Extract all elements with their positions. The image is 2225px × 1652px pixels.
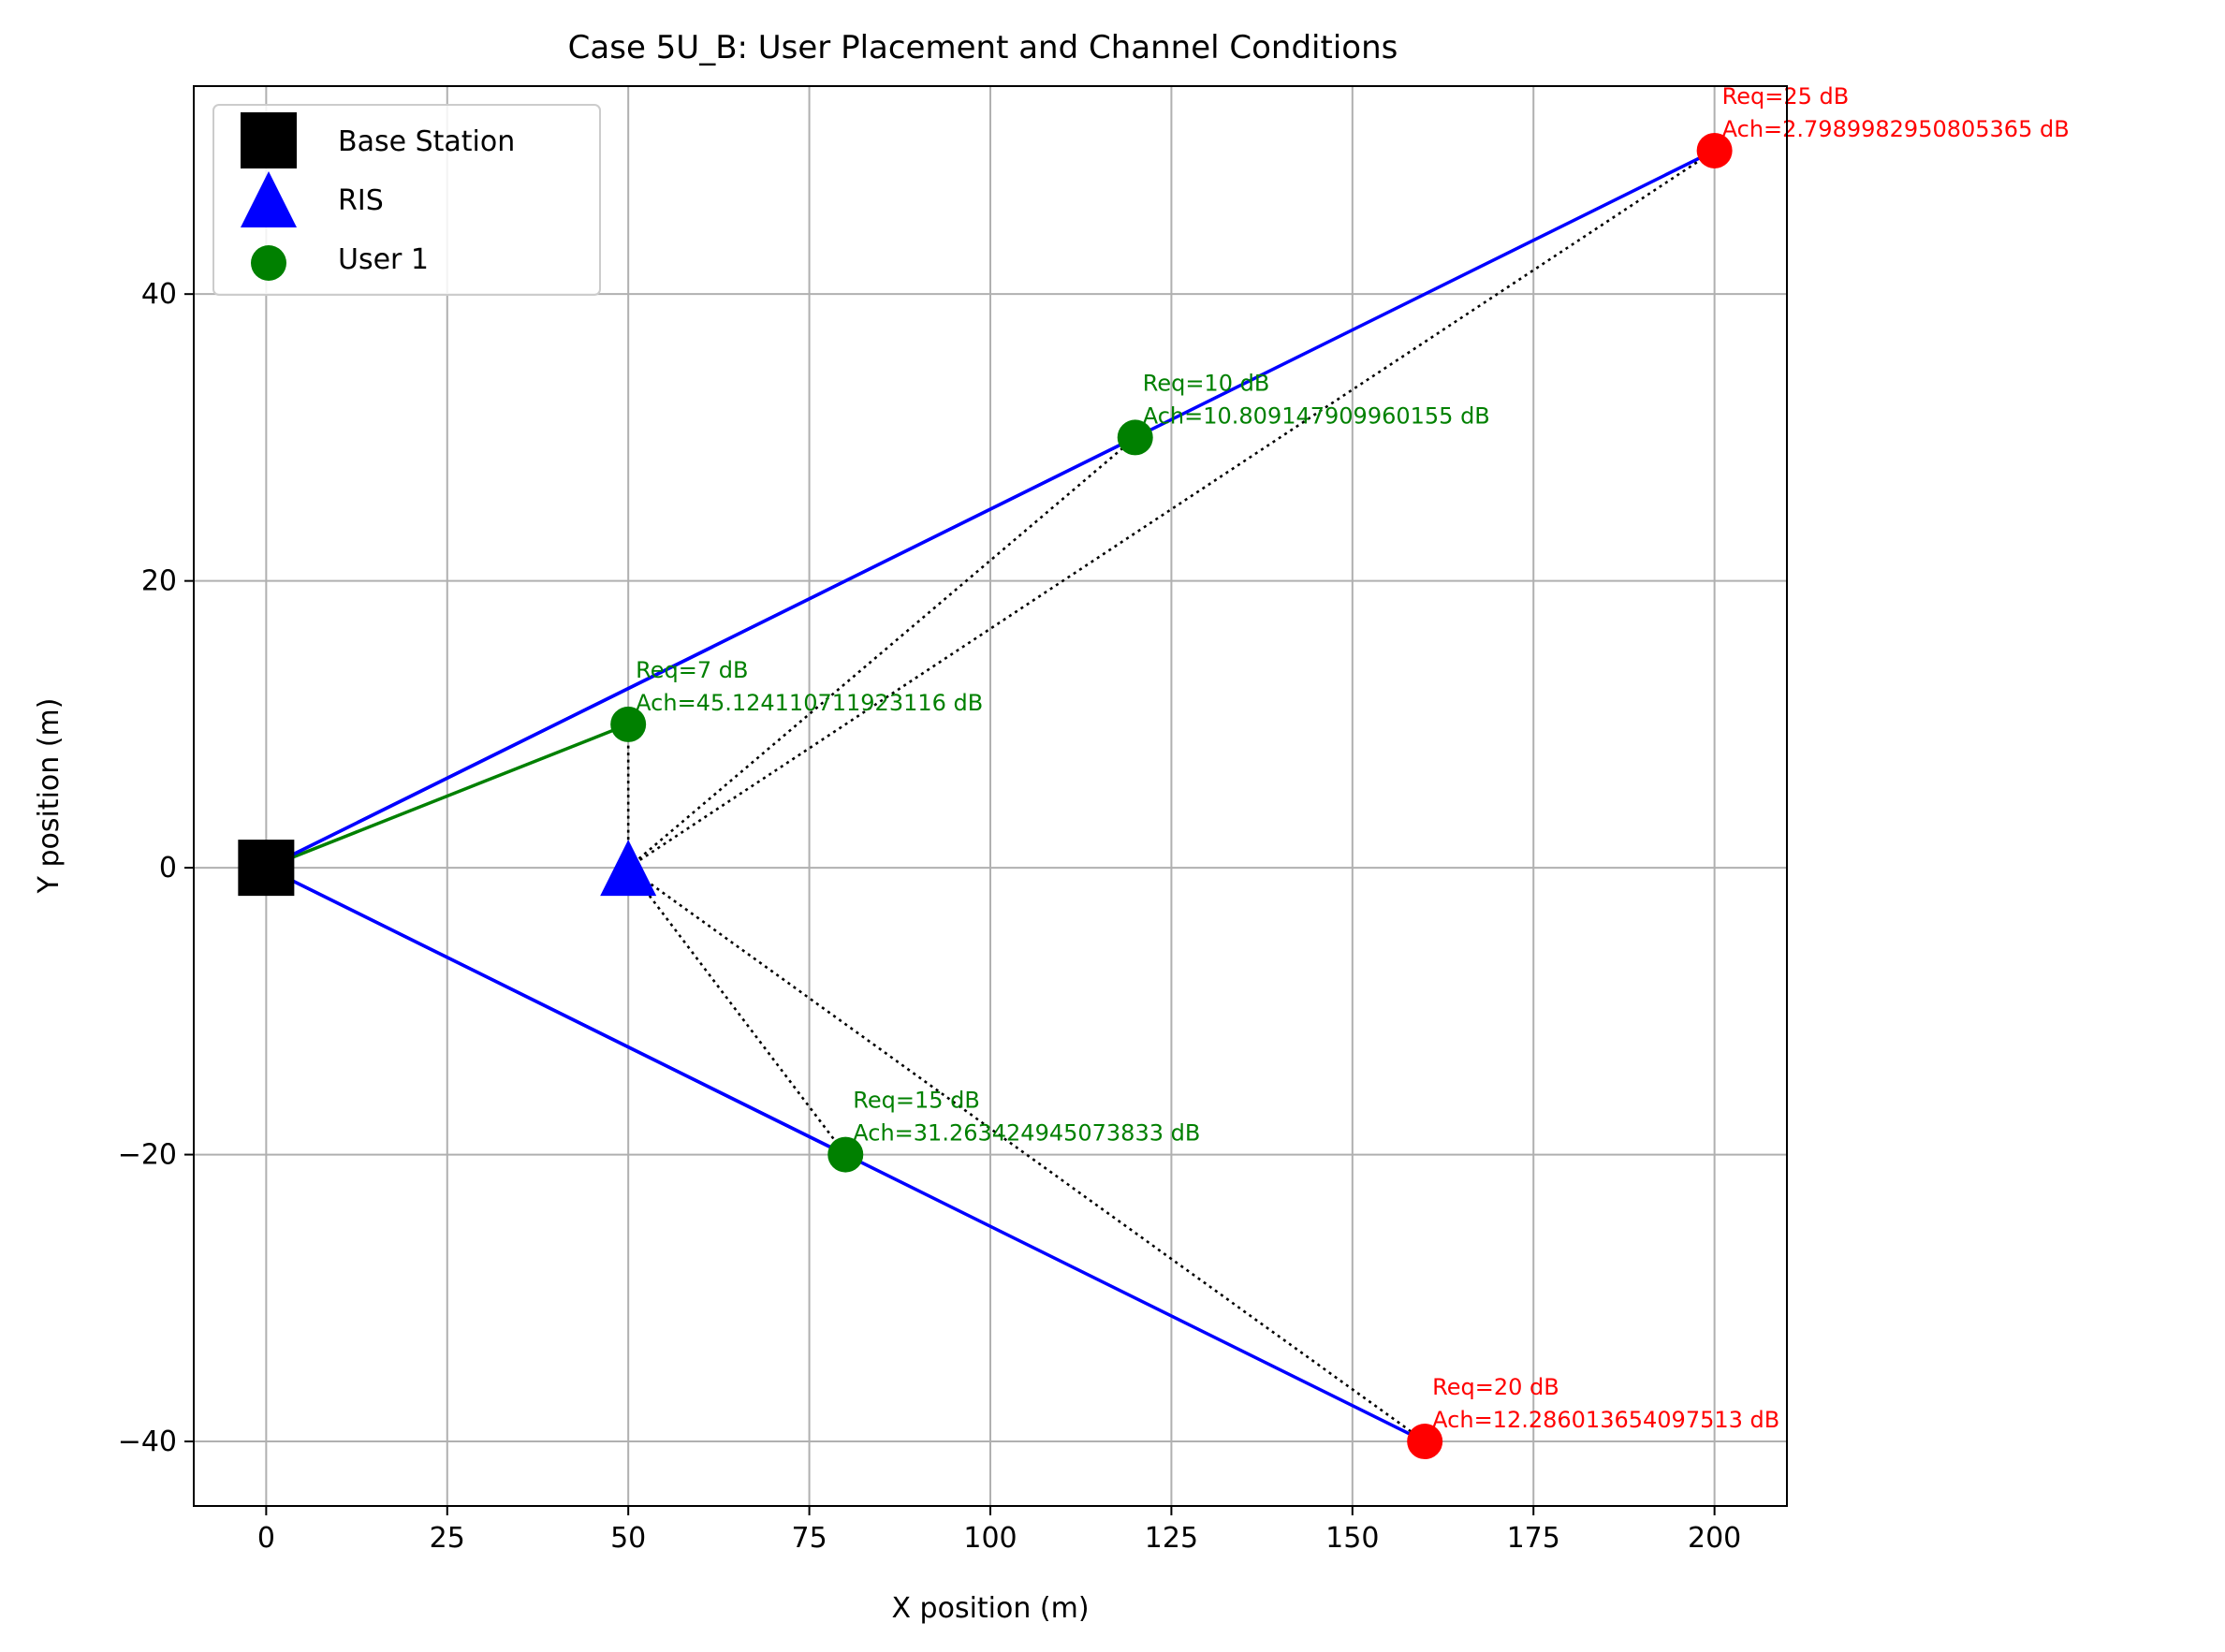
ris-marker — [600, 840, 657, 897]
user-ach-label: Ach=31.263424945073833 dB — [853, 1120, 1200, 1147]
user-req-label: Req=20 dB — [1432, 1374, 1559, 1400]
ris-user-link — [627, 436, 1136, 870]
user-marker — [1117, 419, 1153, 456]
legend-label: User 1 — [338, 243, 429, 276]
ticks: 0 25 50 75 100 125 150 175 200 −40 −20 0 20 40 — [118, 278, 1742, 1555]
base-station-marker — [238, 840, 295, 897]
user-ach-label: Ach=12.286013654097513 dB — [1432, 1407, 1779, 1433]
legend-label: RIS — [338, 184, 384, 217]
bs-user-link — [265, 723, 629, 870]
y-tick-label: −40 — [118, 1425, 177, 1458]
user-req-label: Req=7 dB — [636, 657, 748, 683]
x-tick-label: 25 — [430, 1522, 465, 1555]
x-axis-label: X position (m) — [891, 1592, 1089, 1625]
x-tick-label: 75 — [791, 1522, 827, 1555]
points — [238, 132, 1733, 1460]
y-axis-label: Y position (m) — [33, 698, 66, 895]
user-marker — [827, 1136, 864, 1173]
annotations: Req=7 dB Ach=45.12411071192311​6 dB Req=10… — [636, 83, 2070, 1433]
user-marker — [610, 706, 647, 742]
x-tick-label: 0 — [257, 1522, 275, 1555]
legend-box — [212, 104, 601, 296]
legend: Base Station RIS User 1 — [212, 104, 601, 296]
ris-user-link — [627, 867, 1426, 1443]
x-tick-label: 200 — [1688, 1522, 1741, 1555]
y-tick-label: 0 — [159, 852, 177, 884]
user-marker — [1696, 132, 1733, 168]
user-req-label: Req=10 dB — [1143, 370, 1270, 396]
x-tick-label: 175 — [1507, 1522, 1560, 1555]
user-req-label: Req=15 dB — [853, 1088, 980, 1114]
y-tick-label: 20 — [141, 565, 177, 598]
y-tick-label: 40 — [141, 278, 177, 311]
user-marker — [1407, 1424, 1443, 1460]
legend-triangle-icon — [241, 171, 297, 227]
legend-circle-icon — [251, 245, 286, 281]
chart-title: Case 5U_B: User Placement and Channel Co… — [568, 29, 1398, 66]
x-tick-label: 50 — [610, 1522, 646, 1555]
x-tick-label: 100 — [963, 1522, 1017, 1555]
x-tick-label: 125 — [1145, 1522, 1198, 1555]
legend-square-icon — [241, 112, 297, 168]
grid — [194, 86, 1787, 1506]
user-req-label: Req=25 dB — [1722, 83, 1850, 110]
ris-user-link — [627, 867, 847, 1156]
user-ach-label: Ach=10.809147909960155 dB — [1143, 402, 1490, 429]
y-tick-label: −20 — [118, 1139, 177, 1172]
bs-user-link — [265, 149, 1716, 870]
user-ach-label: Ach=45.12411071192311​6 dB — [636, 690, 983, 716]
x-tick-label: 150 — [1325, 1522, 1379, 1555]
user-ach-label: Ach=2.7989982950805365 dB — [1722, 116, 2070, 142]
legend-label: Base Station — [338, 125, 515, 158]
